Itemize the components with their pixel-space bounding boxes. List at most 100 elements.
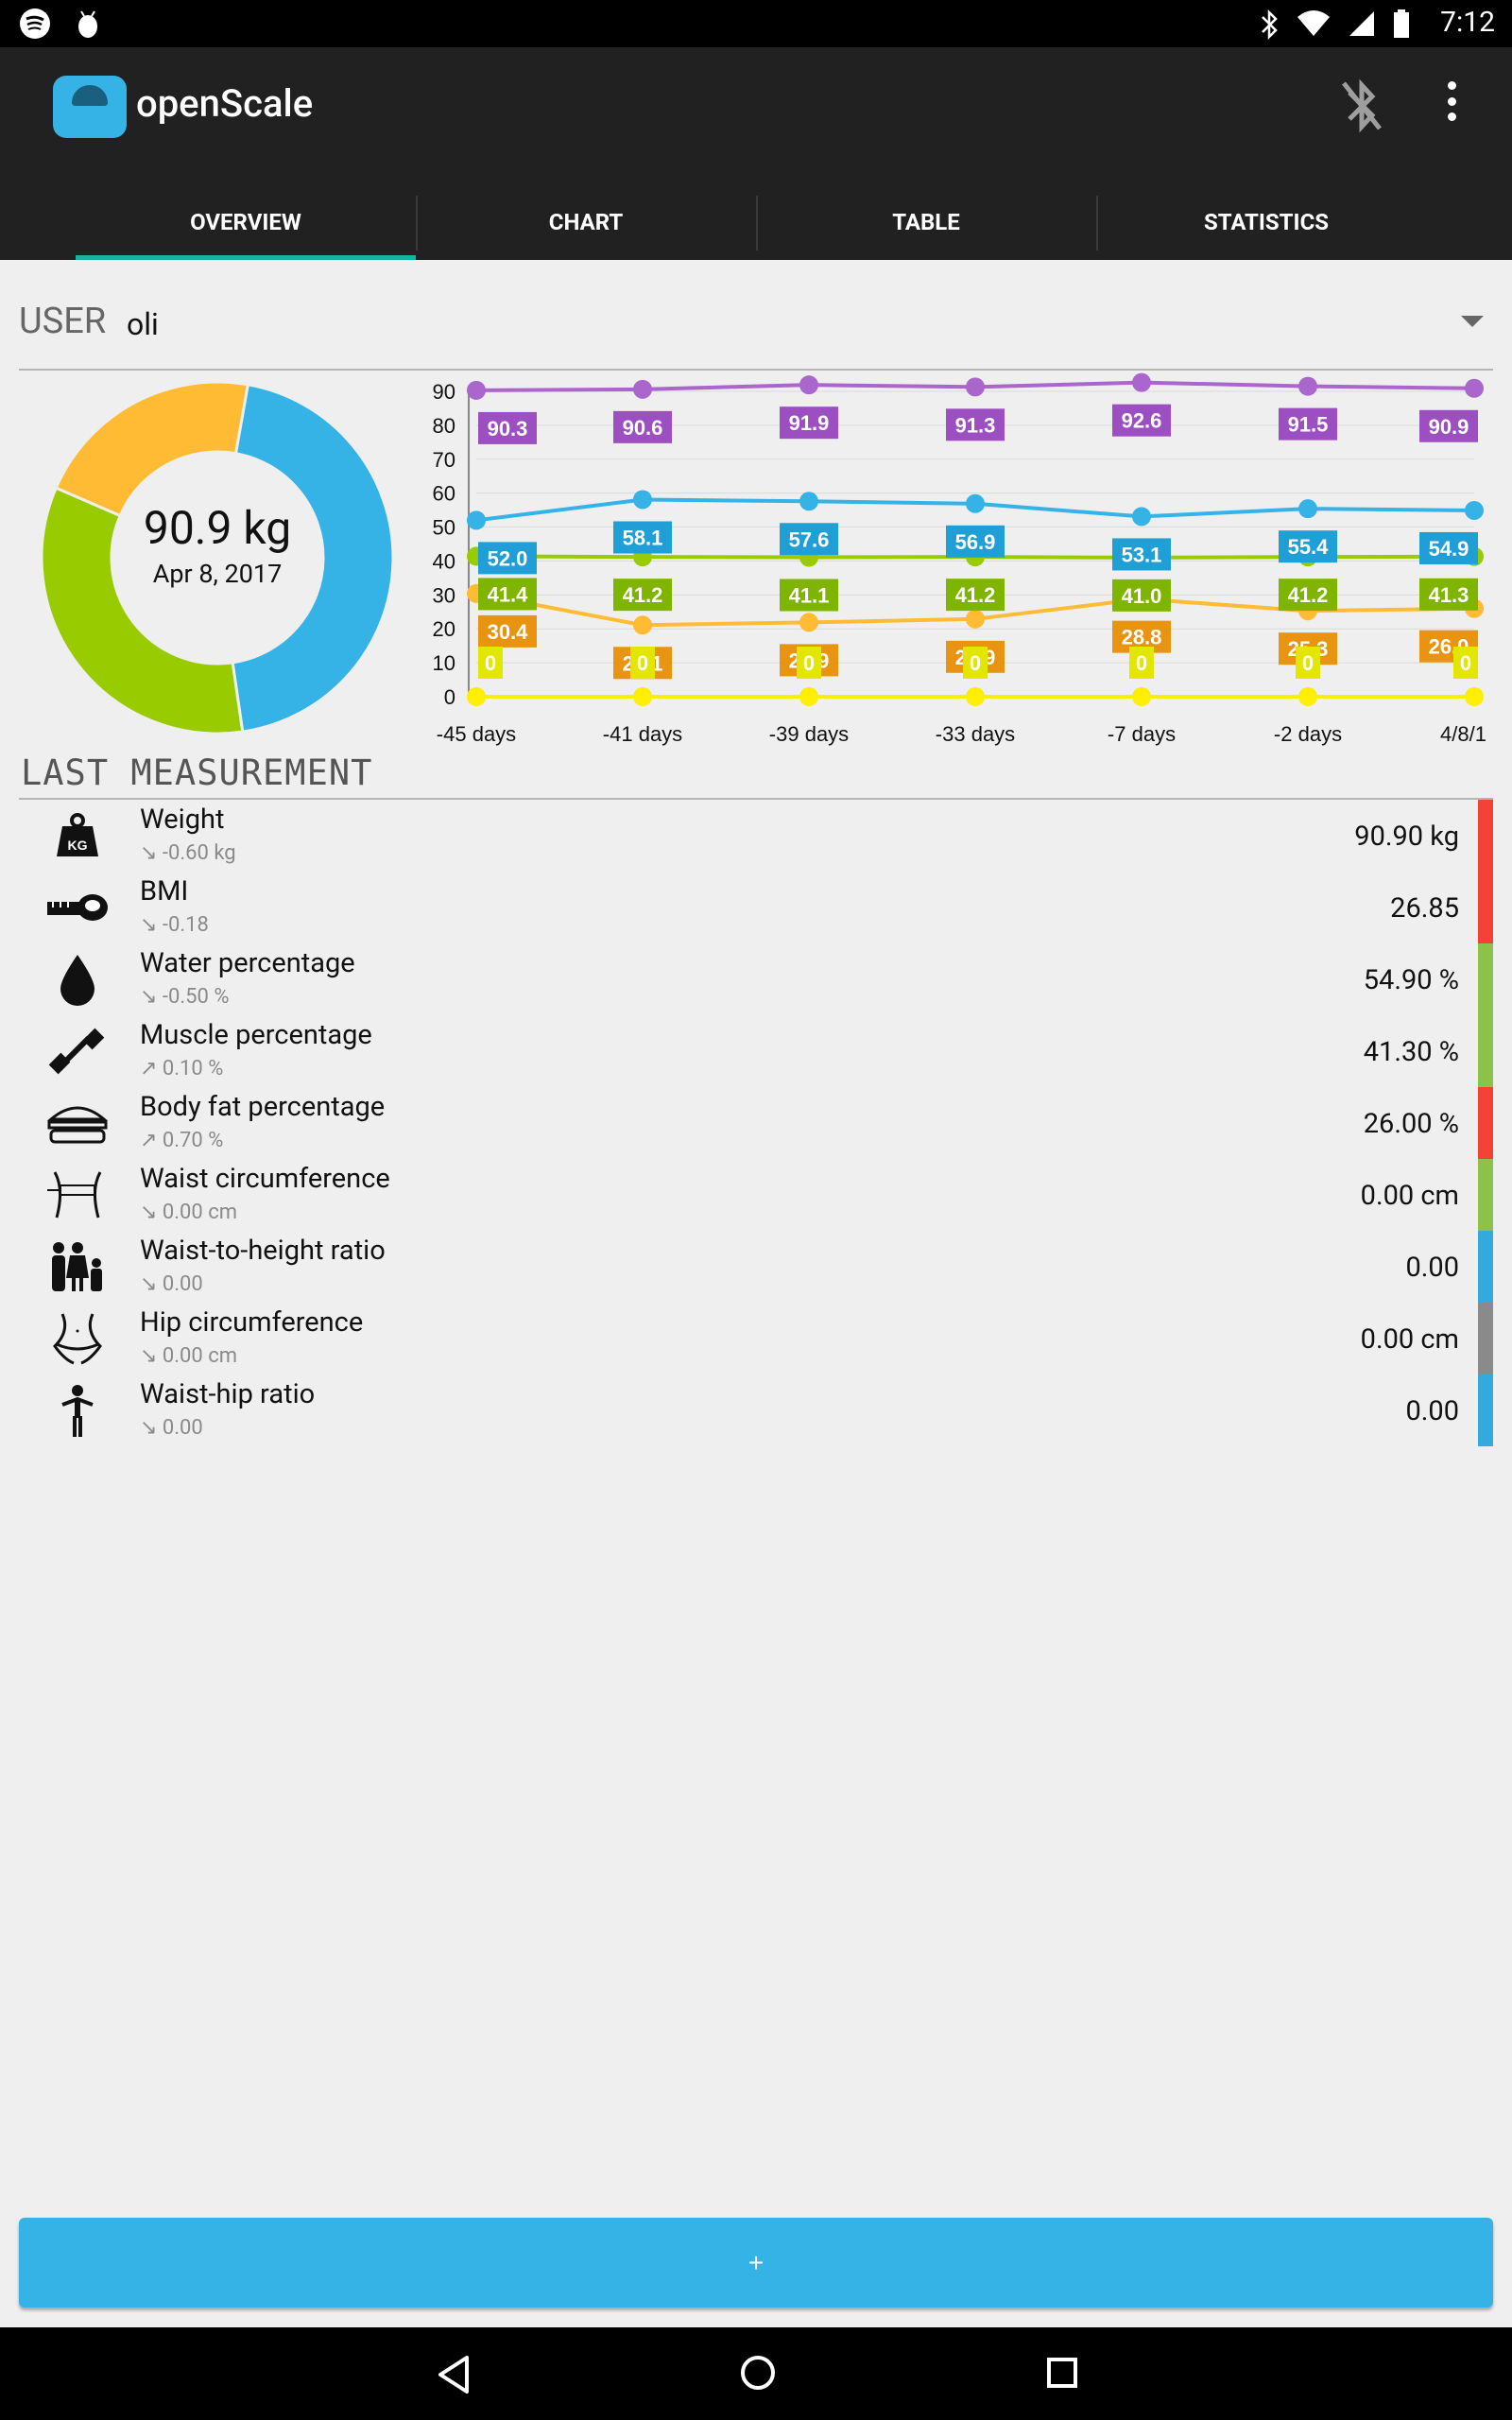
measurement-row-waist[interactable]: Waist circumference ↘ 0.00 cm 0.00 cm [0, 1159, 1512, 1231]
data-point[interactable] [966, 687, 985, 706]
data-label: 41.1 [789, 583, 830, 607]
measurement-row-muscle[interactable]: Muscle percentage ↗ 0.10 % 41.30 % [0, 1015, 1512, 1087]
overview-line-chart[interactable]: 0 10 20 30 40 50 60 70 80 90 -45 days -41 days -39 d… [416, 371, 1493, 768]
measurement-name: Muscle percentage [140, 1019, 372, 1051]
data-point[interactable] [1132, 687, 1151, 706]
donut-segment [54, 380, 250, 518]
measurement-row-water[interactable]: Water percentage ↘ -0.50 % 54.90 % [0, 943, 1512, 1015]
data-label-bg [1419, 409, 1478, 442]
data-point[interactable] [966, 609, 985, 629]
section-title-last-measurement: LAST MEASUREMENT [21, 752, 373, 793]
dropdown-arrow-icon[interactable] [1461, 316, 1484, 327]
data-label: 90.6 [623, 416, 663, 440]
status-color-bar [1478, 1015, 1493, 1087]
user-selector[interactable]: USER oli [19, 293, 1493, 371]
y-tick-label: 80 [433, 414, 455, 438]
home-icon[interactable] [739, 2354, 777, 2392]
data-label: 53.1 [1122, 543, 1162, 566]
measurement-diff: ↗ 0.10 % [140, 1057, 224, 1080]
data-point[interactable] [467, 380, 486, 400]
measurement-value: 90.90 kg [1354, 821, 1459, 853]
tab-overview[interactable]: OVERVIEW [76, 184, 416, 260]
measurement-value: 41.30 % [1363, 1036, 1459, 1068]
data-label-bg [797, 647, 821, 679]
measurement-row-bmi[interactable]: BMI ↘ -0.18 26.85 [0, 872, 1512, 943]
status-color-bar [1478, 800, 1493, 872]
data-point[interactable] [799, 492, 818, 511]
status-color-bar [1478, 1087, 1493, 1159]
data-label-bg [946, 408, 1005, 441]
measurement-row-waist-height-ratio[interactable]: Waist-to-height ratio ↘ 0.00 0.00 [0, 1231, 1512, 1303]
y-tick-label: 40 [433, 549, 455, 573]
data-point[interactable] [799, 613, 818, 632]
bluetooth-disabled-icon[interactable] [1338, 78, 1385, 134]
data-point[interactable] [1298, 687, 1317, 706]
measurement-date: Apr 8, 2017 [152, 559, 283, 589]
data-label-bg [478, 578, 537, 611]
data-point[interactable] [1132, 507, 1151, 527]
data-point[interactable] [1298, 499, 1317, 519]
data-label: 41.2 [955, 583, 996, 607]
recents-icon[interactable] [1045, 2356, 1079, 2390]
tab-bar: OVERVIEW CHART TABLE STATISTICS [76, 184, 1512, 260]
y-tick-label: 90 [433, 380, 455, 404]
data-label: 41.4 [488, 582, 529, 606]
status-time: 7:12 [1440, 6, 1495, 39]
data-label: 41.0 [1122, 584, 1162, 608]
measurement-name: Weight [140, 804, 225, 836]
tab-chart[interactable]: CHART [416, 184, 756, 260]
measurement-row-hip[interactable]: Hip circumference ↘ 0.00 cm 0.00 cm [0, 1303, 1512, 1374]
donut-segment [40, 486, 245, 735]
data-label-bg [1112, 538, 1171, 571]
data-point[interactable] [966, 493, 985, 513]
measurement-value: 54.90 % [1363, 964, 1459, 996]
status-color-bar [1478, 943, 1493, 1015]
dumbbell-icon [48, 1028, 105, 1075]
measurement-row-weight[interactable]: KG Weight ↘ -0.60 kg 90.90 kg [0, 800, 1512, 872]
app-title: openScale [136, 81, 314, 126]
data-point[interactable] [1132, 372, 1151, 392]
measurement-diff: ↘ -0.50 % [140, 985, 230, 1009]
status-color-bar [1478, 1159, 1493, 1231]
data-point[interactable] [1298, 376, 1317, 396]
tab-statistics[interactable]: STATISTICS [1096, 184, 1436, 260]
measurement-row-waist-hip-ratio[interactable]: Waist-hip ratio ↘ 0.00 0.00 [0, 1374, 1512, 1446]
measurement-diff: ↗ 0.70 % [140, 1129, 224, 1152]
measurement-row-body-fat[interactable]: Body fat percentage ↗ 0.70 % 26.00 % [0, 1087, 1512, 1159]
data-point[interactable] [633, 615, 652, 635]
data-point[interactable] [633, 490, 652, 510]
bluetooth-icon [1262, 9, 1278, 40]
data-point[interactable] [1465, 378, 1484, 398]
data-point[interactable] [799, 687, 818, 706]
measurement-diff: ↘ -0.18 [140, 913, 209, 937]
data-point[interactable] [799, 375, 818, 395]
data-label: 0 [1302, 651, 1314, 675]
data-label: 41.2 [1288, 583, 1329, 607]
y-tick-label: 60 [433, 482, 455, 506]
data-label: 56.9 [955, 530, 996, 554]
data-label: 0 [1136, 651, 1147, 675]
y-tick-label: 30 [433, 583, 455, 607]
data-point[interactable] [966, 377, 985, 397]
tab-table[interactable]: TABLE [756, 184, 1096, 260]
measurement-name: BMI [140, 875, 189, 908]
data-label-bg [478, 614, 537, 648]
waist-icon [47, 1171, 102, 1219]
person-icon [61, 1385, 94, 1437]
back-icon[interactable] [435, 2354, 472, 2395]
data-label: 55.4 [1288, 535, 1330, 559]
data-point[interactable] [1465, 687, 1484, 706]
add-measurement-button[interactable]: + [19, 2218, 1493, 2308]
y-tick-label: 0 [444, 685, 455, 709]
android-debug-icon [78, 10, 97, 38]
data-point[interactable] [633, 687, 652, 706]
data-point[interactable] [467, 510, 486, 530]
data-label: 28.8 [1122, 626, 1162, 649]
data-label: 91.9 [789, 411, 830, 435]
data-label-bg [780, 523, 838, 556]
data-point[interactable] [1465, 500, 1484, 520]
data-point[interactable] [633, 379, 652, 399]
data-point[interactable] [467, 687, 486, 706]
measurement-name: Waist-hip ratio [140, 1378, 316, 1410]
overflow-menu-icon[interactable] [1448, 81, 1457, 121]
